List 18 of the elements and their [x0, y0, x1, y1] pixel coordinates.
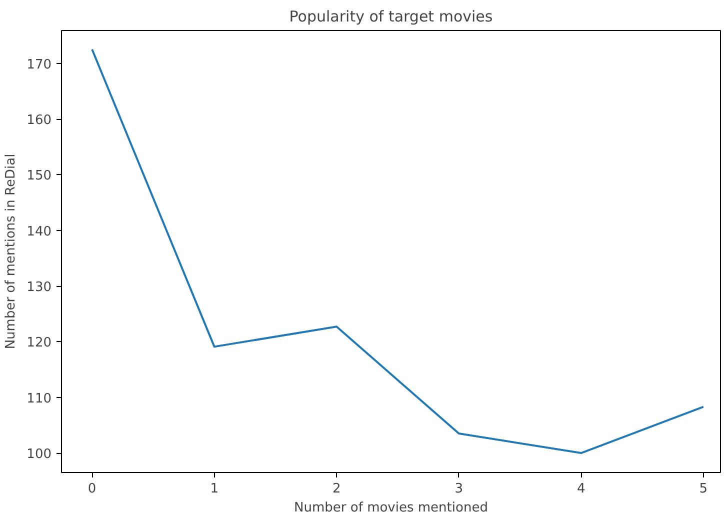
y-tick-label: 130: [26, 280, 52, 296]
x-tick-label: 3: [454, 482, 463, 496]
y-tick-label: 170: [26, 57, 52, 72]
chart-title: Popularity of target movies: [289, 8, 493, 26]
y-axis-title: Number of mentions in ReDial: [4, 154, 19, 350]
y-tick-label: 110: [26, 391, 52, 406]
y-tick-label: 120: [26, 336, 52, 351]
y-tick-label: 150: [26, 168, 52, 184]
y-tick-label: 100: [26, 447, 52, 462]
x-tick-label: 5: [699, 482, 708, 496]
line-series: [91, 48, 704, 454]
x-tick-label: 1: [210, 482, 218, 496]
y-tick-label: 140: [26, 224, 52, 240]
x-tick-label: 2: [332, 482, 341, 496]
x-tick-label: 4: [576, 482, 586, 496]
y-tick-label: 160: [26, 113, 52, 128]
x-axis-title: Number of movies mentioned: [294, 500, 488, 516]
x-tick-label: 0: [88, 482, 96, 496]
